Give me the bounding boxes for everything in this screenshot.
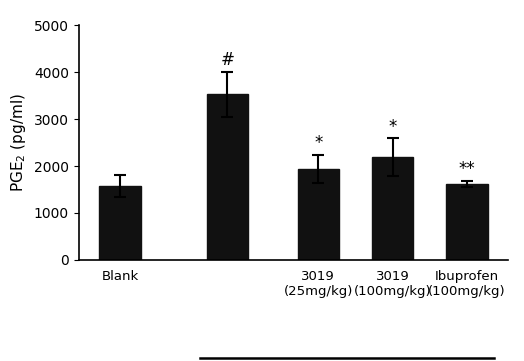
Y-axis label: PGE$_2$ (pg/ml): PGE$_2$ (pg/ml) [9, 93, 28, 192]
Bar [206, 94, 248, 260]
Text: **: ** [458, 160, 475, 178]
Bar [99, 186, 140, 260]
Text: #: # [221, 51, 234, 69]
Text: *: * [314, 134, 322, 152]
Bar [446, 184, 488, 260]
Text: *: * [388, 118, 397, 135]
Bar [298, 169, 339, 260]
Bar [372, 157, 413, 260]
